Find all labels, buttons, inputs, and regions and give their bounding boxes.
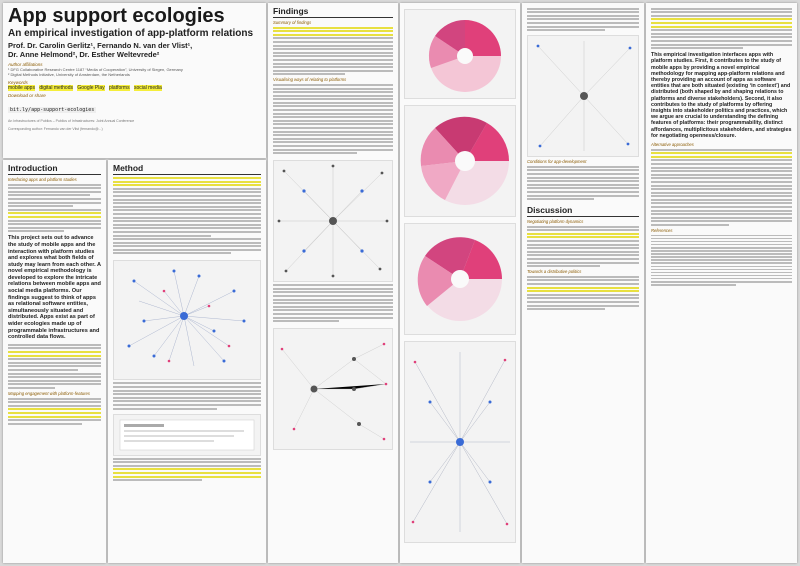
discussion-heading: Discussion [527,205,639,218]
findings-network-figure-1 [273,160,393,283]
download-heading: Download or share [8,93,46,98]
method-text-block-3 [113,457,261,482]
affiliation-2: ² Digital Methods Initiative, University… [8,72,130,77]
corresponding-author: Corresponding author: Fernando van der V… [8,126,103,131]
acknowledgement: An Infrastructures of Publics – Publics … [8,119,135,123]
findings-subheading-1: Summary of findings [273,20,312,25]
screenshot-thumbnail [119,419,255,450]
findings-subheading-2: Visualising ways of relating to platform… [273,77,347,83]
discussion-text-block-3 [527,275,639,311]
findings-text-block-2 [273,83,393,155]
network-graph [280,342,388,441]
network-graph [536,41,632,152]
poster-title: App support ecologies [8,5,225,27]
intro-key-statement: This project sets out to advance the stu… [8,235,101,341]
affiliation-1: ¹ DFG Collaborative Research Centre 1187… [8,67,183,72]
conclusion-panel: This empirical investigation interfaces … [646,3,797,563]
poster-subtitle: An empirical investigation of app-platfo… [8,28,254,39]
radial-figure-1 [404,9,516,99]
keyword[interactable]: digital methods [39,85,73,91]
method-panel: Method [108,160,266,563]
findings-text-block-1 [273,26,393,76]
intro-subheading-2: Mapping engagement with platform-feature… [8,390,90,396]
network-graph [127,269,246,367]
keywords-heading: Keywords [8,80,28,85]
intro-text-block-1 [8,183,101,233]
authors-line-2: Dr. Anne Helmond², Dr. Esther Weltevrede… [8,50,160,59]
radial-figure-2 [404,105,516,217]
radial-figures-panel [400,3,520,563]
affiliations-heading: Author affiliations [8,62,43,67]
discussion-subheading-2: Towards a distributive politics [527,269,582,275]
introduction-heading: Introduction [8,163,101,175]
discussion-panel: Conditions for app-development Discussio… [522,3,644,563]
radial-diagram [417,237,502,321]
network-graph [410,352,510,532]
intro-subheading-1: Interfacing apps and platform studies [8,177,77,182]
keywords-list: mobile apps digital methods Google Play … [8,85,261,91]
introduction-panel: Introduction Interfacing apps and platfo… [3,160,106,563]
authors-line-1: Prof. Dr. Carolin Gerlitz¹, Fernando N. … [8,41,193,50]
conclusion-key-statement: This empirical investigation interfaces … [651,52,792,139]
method-network-figure [113,260,261,381]
references-list [651,234,792,286]
keyword[interactable]: social media [133,85,162,91]
radial-diagram [428,19,501,92]
right-text-block-1 [651,148,792,227]
findings-heading: Findings [273,6,393,18]
findings-network-figure-2 [273,328,393,451]
discussion-subheading-1: Negotiating platform dynamics [527,219,584,225]
discussion-text-top [527,7,639,32]
download-link[interactable]: bit.ly/app-support-ecologies [8,107,97,113]
right-text-top [651,7,792,50]
method-text-block-1 [113,177,261,255]
radial-figure-3 [404,223,516,335]
network-graph [277,164,389,278]
intro-text-block-2 [8,343,101,389]
discussion-text-block-2 [527,225,639,268]
findings-subheading-3: Conditions for app-development [527,159,587,165]
intro-text-block-3 [8,397,101,425]
findings-text-block-3 [273,284,393,323]
discussion-text-block-1 [527,165,639,201]
keyword[interactable]: mobile apps [8,85,35,91]
keyword[interactable]: Google Play [77,85,105,91]
header-panel: App support ecologies An empirical inves… [3,3,266,158]
discussion-figure-1 [527,35,639,158]
method-text-block-2 [113,382,261,410]
radial-diagram [420,116,509,205]
references-heading: References [651,228,673,234]
method-screenshot-figure [113,413,261,456]
findings-panel: Findings Summary of findings Visualising… [268,3,398,563]
line-network-figure [404,341,516,543]
method-heading: Method [113,163,261,175]
keyword[interactable]: platforms [109,85,130,91]
alternative-approaches-heading: Alternative approaches [651,141,694,147]
